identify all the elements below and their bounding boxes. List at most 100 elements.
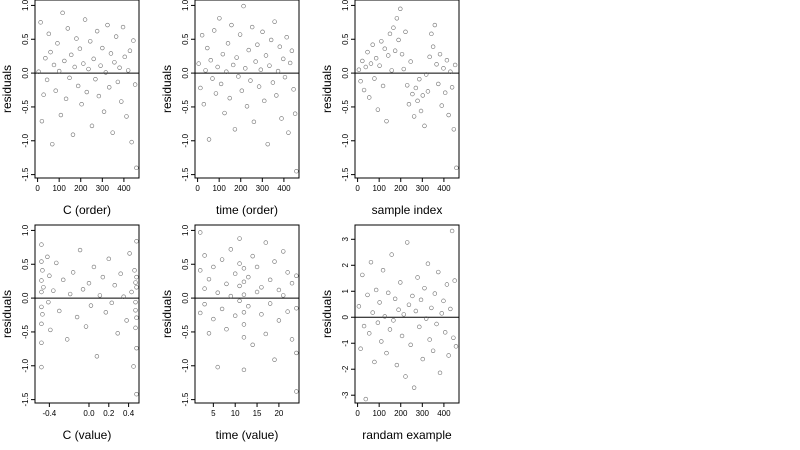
data-point bbox=[286, 130, 291, 135]
y-tick-label: -1.5 bbox=[21, 392, 30, 406]
data-point bbox=[120, 24, 126, 30]
data-point bbox=[119, 99, 124, 104]
y-axis-label: residuals bbox=[320, 290, 334, 338]
data-point bbox=[61, 277, 66, 283]
data-point bbox=[100, 45, 105, 51]
data-point bbox=[198, 85, 203, 91]
y-tick-label: 1.0 bbox=[21, 224, 30, 236]
data-point bbox=[377, 300, 382, 305]
data-point bbox=[294, 306, 299, 311]
data-point bbox=[56, 68, 62, 74]
x-tick-label: 0 bbox=[35, 184, 40, 193]
y-tick-label: 0.5 bbox=[21, 258, 30, 270]
data-point bbox=[263, 240, 268, 245]
data-point bbox=[74, 36, 79, 41]
data-point bbox=[276, 318, 282, 323]
scatter-plot-4: -0.4 0.0 0.2 0.4 -1.5 -1.0 -0.5 0.0 0.5 1.0 C (val… bbox=[0, 224, 140, 442]
data-point bbox=[430, 44, 436, 49]
y-tick-label: 1 bbox=[341, 288, 350, 293]
data-point bbox=[265, 141, 270, 147]
data-point bbox=[215, 364, 220, 370]
data-point bbox=[246, 304, 251, 309]
y-tick-label: -2 bbox=[341, 365, 350, 373]
y-tick-label: -0.5 bbox=[21, 324, 30, 338]
data-point bbox=[454, 165, 459, 171]
data-point bbox=[105, 22, 110, 28]
data-point bbox=[228, 293, 234, 299]
data-point bbox=[384, 118, 389, 124]
data-point bbox=[436, 269, 441, 275]
data-point bbox=[379, 339, 384, 344]
y-tick-label: -1 bbox=[341, 339, 350, 347]
data-point bbox=[94, 28, 100, 34]
data-point bbox=[127, 251, 132, 256]
y-tick-label: -1.5 bbox=[181, 392, 190, 406]
data-point bbox=[67, 75, 72, 81]
data-point bbox=[448, 306, 453, 312]
data-point bbox=[39, 340, 44, 345]
data-point bbox=[401, 312, 406, 317]
data-point bbox=[198, 268, 203, 273]
data-point bbox=[437, 370, 443, 376]
scatter-plot-6: 0 100 200 300 400 -3 -2 -1 0 1 2 3 randam example res… bbox=[320, 224, 460, 442]
data-point bbox=[405, 240, 410, 245]
data-point bbox=[113, 34, 119, 39]
data-point bbox=[294, 273, 299, 278]
data-point bbox=[109, 300, 114, 306]
data-point bbox=[432, 22, 438, 28]
y-tick-label: 0 bbox=[341, 314, 350, 319]
data-point bbox=[403, 374, 408, 379]
data-point bbox=[361, 87, 367, 93]
data-point bbox=[243, 66, 248, 71]
scatter-plot-5: 5 10 15 20 -1.5 -1.0 -0.5 0.0 0.5 1.0 time (value)… bbox=[160, 224, 300, 442]
x-tick-label: 300 bbox=[416, 184, 430, 193]
data-point bbox=[36, 69, 41, 74]
data-point bbox=[212, 28, 217, 33]
points-group bbox=[198, 230, 299, 394]
data-point bbox=[118, 271, 123, 276]
y-tick-label: -3 bbox=[341, 391, 350, 399]
data-point bbox=[427, 337, 432, 342]
data-point bbox=[100, 274, 106, 280]
data-point bbox=[218, 81, 224, 87]
data-point bbox=[365, 49, 370, 55]
scatter-plot-1: 0 100 200 300 400 -1.5 -1.0 -0.5 0.0 0.5 1.0 C (ord… bbox=[0, 0, 140, 217]
data-point bbox=[241, 335, 247, 340]
data-point bbox=[415, 275, 420, 280]
x-tick-label: 15 bbox=[253, 409, 262, 418]
data-point bbox=[198, 230, 203, 235]
y-tick-label: -0.5 bbox=[181, 324, 190, 338]
data-point bbox=[420, 356, 425, 362]
data-point bbox=[39, 118, 45, 124]
x-tick-label: 100 bbox=[372, 409, 386, 418]
data-point bbox=[410, 91, 415, 97]
data-point bbox=[401, 66, 406, 72]
y-tick-label: -0.5 bbox=[21, 99, 30, 113]
data-point bbox=[84, 89, 89, 95]
x-tick-label: 5 bbox=[211, 409, 216, 418]
data-point bbox=[129, 139, 134, 145]
data-point bbox=[206, 137, 212, 142]
data-point bbox=[382, 314, 387, 319]
y-tick-label: 0.5 bbox=[181, 33, 190, 45]
x-tick-label: -0.4 bbox=[42, 409, 56, 418]
data-point bbox=[285, 270, 290, 275]
data-point bbox=[41, 92, 46, 97]
data-point bbox=[267, 301, 273, 306]
data-point bbox=[448, 69, 453, 74]
data-point bbox=[74, 314, 80, 320]
data-point bbox=[356, 304, 362, 309]
x-tick-label: 400 bbox=[437, 409, 451, 418]
data-point bbox=[39, 259, 44, 264]
data-point bbox=[453, 344, 459, 349]
y-tick-label: 0.5 bbox=[21, 33, 30, 45]
data-point bbox=[281, 56, 286, 62]
data-point bbox=[254, 264, 260, 270]
data-point bbox=[199, 32, 205, 38]
data-point bbox=[57, 308, 62, 314]
data-point bbox=[444, 58, 450, 63]
data-point bbox=[368, 61, 374, 66]
data-point bbox=[422, 285, 427, 291]
data-point bbox=[246, 47, 251, 53]
